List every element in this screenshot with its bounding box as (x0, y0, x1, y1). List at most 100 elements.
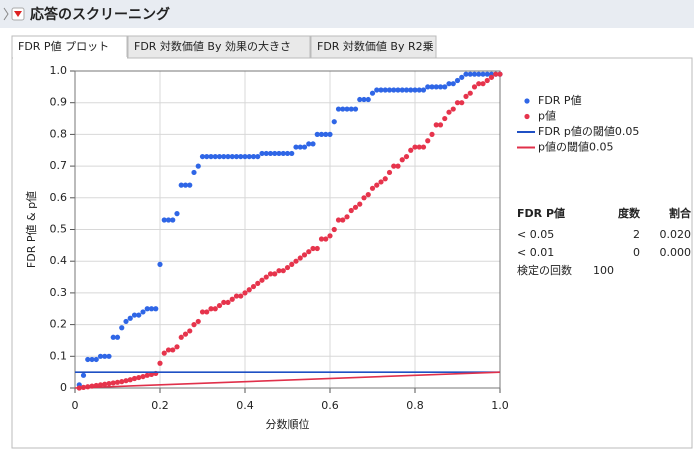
point (255, 153, 261, 160)
point (284, 264, 291, 271)
point (463, 71, 469, 77)
y-tick-label: 0.5 (50, 223, 68, 236)
point (301, 252, 308, 258)
x-tick-label: 1.0 (491, 399, 509, 412)
point (165, 347, 172, 353)
point (238, 153, 244, 160)
point (425, 84, 431, 90)
point (331, 119, 337, 125)
point (463, 93, 469, 99)
point (480, 71, 486, 77)
point (170, 347, 176, 353)
point (399, 87, 405, 93)
point (123, 318, 129, 325)
point (148, 306, 155, 312)
point (327, 233, 333, 239)
point (327, 131, 333, 137)
point (318, 236, 325, 242)
legend-label: FDR p値の閾値0.05 (538, 125, 639, 138)
point (488, 74, 495, 80)
point (378, 179, 384, 185)
point (97, 382, 104, 388)
point (263, 274, 269, 280)
point (386, 87, 393, 93)
point (89, 356, 95, 363)
point (110, 380, 116, 386)
point (437, 84, 444, 90)
point (131, 312, 138, 318)
point (114, 379, 121, 385)
point (161, 217, 167, 223)
point (374, 182, 380, 188)
point (306, 249, 312, 255)
point (110, 334, 116, 340)
point (136, 374, 142, 381)
point (195, 163, 201, 169)
point (199, 309, 206, 315)
point (344, 106, 350, 112)
point (382, 87, 388, 93)
point (255, 280, 261, 286)
point (161, 350, 167, 356)
point (140, 309, 146, 315)
point (446, 109, 452, 115)
x-tick-label: 0 (72, 399, 79, 412)
y-tick-label: 0.7 (50, 159, 68, 172)
point (395, 87, 401, 93)
point (399, 157, 405, 163)
x-axis-label: 分数順位 (266, 417, 310, 431)
point (97, 353, 104, 359)
point (344, 214, 350, 220)
point (352, 106, 359, 112)
point (429, 131, 435, 137)
point (140, 373, 146, 380)
point (454, 100, 461, 106)
point (476, 81, 482, 87)
disclosure-icon[interactable] (3, 7, 9, 21)
legend-marker (524, 113, 530, 120)
point (323, 236, 329, 242)
point (310, 245, 316, 252)
header-title: 応答のスクリーニング (30, 6, 170, 23)
point (471, 84, 478, 90)
panel (11, 57, 693, 449)
point (127, 377, 133, 383)
point (191, 169, 197, 176)
point (289, 261, 295, 267)
point (199, 153, 206, 160)
point (131, 375, 138, 382)
point (314, 131, 320, 137)
point (429, 84, 435, 90)
point (250, 283, 257, 290)
tab-label[interactable]: FDR 対数価値 By 効果の大きさ (134, 39, 291, 53)
point (340, 217, 346, 223)
table-header: 度数 (618, 206, 641, 220)
point (170, 217, 176, 223)
point (416, 87, 422, 93)
tab-label[interactable]: FDR 対数価値 By R2乗 (317, 39, 434, 53)
legend-marker (524, 98, 530, 104)
y-tick-label: 1.0 (50, 64, 68, 77)
point (420, 144, 427, 150)
tab[interactable] (310, 35, 437, 59)
point (221, 299, 227, 306)
point (212, 153, 218, 160)
point (102, 381, 108, 387)
point (293, 144, 299, 150)
point (225, 153, 231, 160)
point (144, 306, 150, 312)
tests-value: 100 (593, 264, 614, 277)
tab[interactable] (127, 35, 311, 59)
x-tick-label: 0.4 (236, 399, 254, 412)
point (229, 153, 235, 160)
point (442, 115, 448, 122)
point (433, 84, 439, 90)
table-cell: < 0.01 (517, 246, 554, 259)
tab-label[interactable]: FDR P値 プロット (18, 40, 109, 53)
point (195, 318, 201, 325)
point (280, 268, 286, 274)
point (310, 141, 316, 147)
point (497, 71, 503, 77)
point (382, 176, 388, 182)
